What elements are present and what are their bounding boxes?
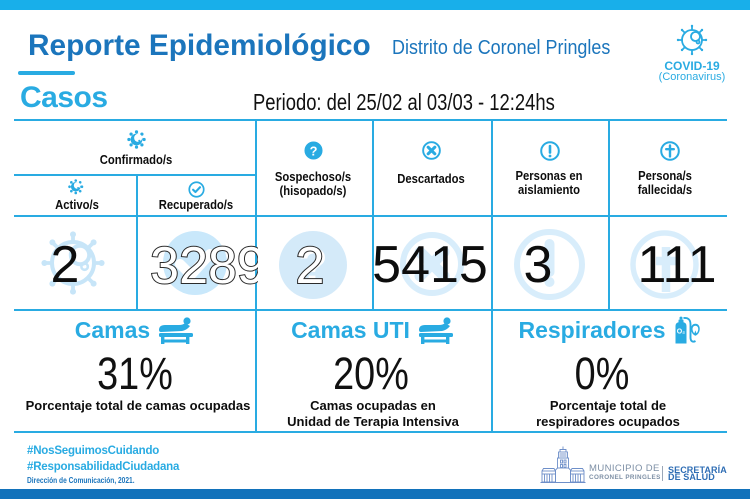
svg-text:?: ? [298,240,327,293]
svg-text:?: ? [310,143,318,158]
svg-text:3289: 3289 [150,237,258,295]
svg-text:2: 2 [296,237,325,295]
svg-text:O₂: O₂ [676,329,685,336]
